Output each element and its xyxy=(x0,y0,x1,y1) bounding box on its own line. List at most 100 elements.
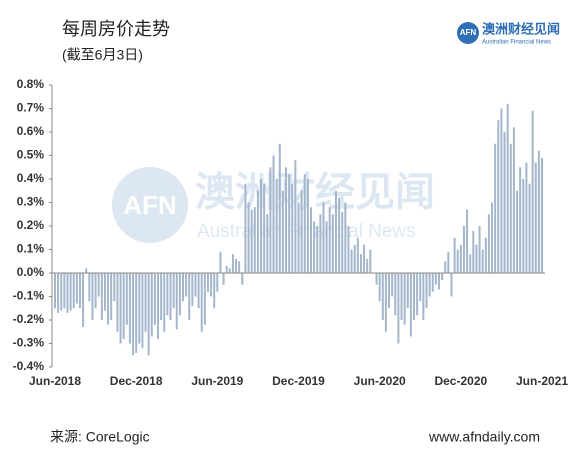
bar xyxy=(135,273,138,353)
bar xyxy=(425,273,428,309)
bar xyxy=(250,209,253,273)
bar xyxy=(238,261,241,273)
bar xyxy=(275,179,278,273)
bar xyxy=(206,273,209,292)
bar xyxy=(210,273,213,297)
y-tick-label: -0.3% xyxy=(13,336,45,350)
bar xyxy=(503,132,506,273)
bar xyxy=(472,230,475,273)
bar xyxy=(225,265,228,273)
bar xyxy=(272,155,275,273)
bar xyxy=(456,249,459,273)
bar xyxy=(72,273,75,309)
bar xyxy=(487,214,490,273)
bar xyxy=(347,226,350,273)
bar xyxy=(75,273,78,304)
bar xyxy=(222,273,225,285)
chart-title: 每周房价走势 xyxy=(62,19,170,39)
bar xyxy=(506,103,509,273)
bar xyxy=(191,273,194,306)
bar xyxy=(175,273,178,330)
bar xyxy=(437,273,440,290)
x-tick-label: Dec-2020 xyxy=(434,374,487,388)
watermark-badge xyxy=(112,167,188,243)
bar xyxy=(100,273,103,320)
bar xyxy=(519,167,522,273)
bar xyxy=(394,273,397,316)
bar xyxy=(313,221,316,273)
bar xyxy=(188,273,191,320)
bar xyxy=(441,273,444,281)
bar xyxy=(163,273,166,332)
watermark-name: 澳洲财经见闻 xyxy=(195,171,435,215)
bar xyxy=(350,249,353,273)
bar xyxy=(303,174,306,273)
bar xyxy=(278,143,281,273)
bar xyxy=(416,273,419,316)
bar xyxy=(57,273,60,313)
bar xyxy=(150,273,153,337)
bar xyxy=(325,221,328,273)
bar xyxy=(63,273,66,309)
bar xyxy=(522,179,525,273)
bar xyxy=(356,237,359,273)
bar xyxy=(334,190,337,273)
bar xyxy=(200,273,203,332)
bar xyxy=(444,261,447,273)
bar xyxy=(185,273,188,297)
bar xyxy=(244,183,247,273)
bar xyxy=(138,273,141,344)
bar xyxy=(481,249,484,273)
bar xyxy=(534,162,537,273)
bar xyxy=(256,190,259,273)
x-tick-label: Jun-2018 xyxy=(29,374,81,388)
bar xyxy=(459,244,462,273)
source: 来源: CoreLogic xyxy=(50,429,150,445)
bar xyxy=(54,273,56,309)
bar xyxy=(122,273,125,339)
y-tick-label: 0.8% xyxy=(17,77,45,91)
bar xyxy=(285,167,288,273)
bar xyxy=(359,254,362,273)
y-tick-label: -0.2% xyxy=(13,312,45,326)
bar xyxy=(484,237,487,273)
bar xyxy=(316,226,319,273)
bar xyxy=(60,273,63,311)
bar xyxy=(525,162,528,273)
bar xyxy=(341,211,344,273)
y-tick-label: 0.7% xyxy=(17,101,45,115)
bar xyxy=(497,120,500,273)
bar xyxy=(447,251,450,273)
bar xyxy=(88,273,91,302)
bar xyxy=(141,273,144,349)
bar xyxy=(197,273,200,309)
bar xyxy=(66,273,69,313)
bar xyxy=(144,273,147,332)
bar xyxy=(169,273,172,320)
bar xyxy=(369,249,372,273)
bar xyxy=(431,273,434,292)
bar xyxy=(322,202,325,273)
y-tick-label: -0.1% xyxy=(13,289,45,303)
bar xyxy=(297,202,300,273)
bar xyxy=(453,237,456,273)
bar xyxy=(294,160,297,273)
y-tick-label: 0.6% xyxy=(17,124,45,138)
bar xyxy=(434,273,437,285)
bar xyxy=(91,273,94,320)
bar xyxy=(331,214,334,273)
bar xyxy=(125,273,128,325)
bar xyxy=(213,273,216,309)
bar xyxy=(97,273,100,297)
bar xyxy=(194,273,197,297)
bar xyxy=(381,273,384,320)
bar xyxy=(344,202,347,273)
bar xyxy=(94,273,97,309)
bar xyxy=(219,251,222,273)
bar xyxy=(388,273,391,309)
watermark-badge-text: AFN xyxy=(123,190,176,220)
y-tick-label: 0.3% xyxy=(17,195,45,209)
chart-subtitle: (截至6月3日) xyxy=(62,47,143,63)
